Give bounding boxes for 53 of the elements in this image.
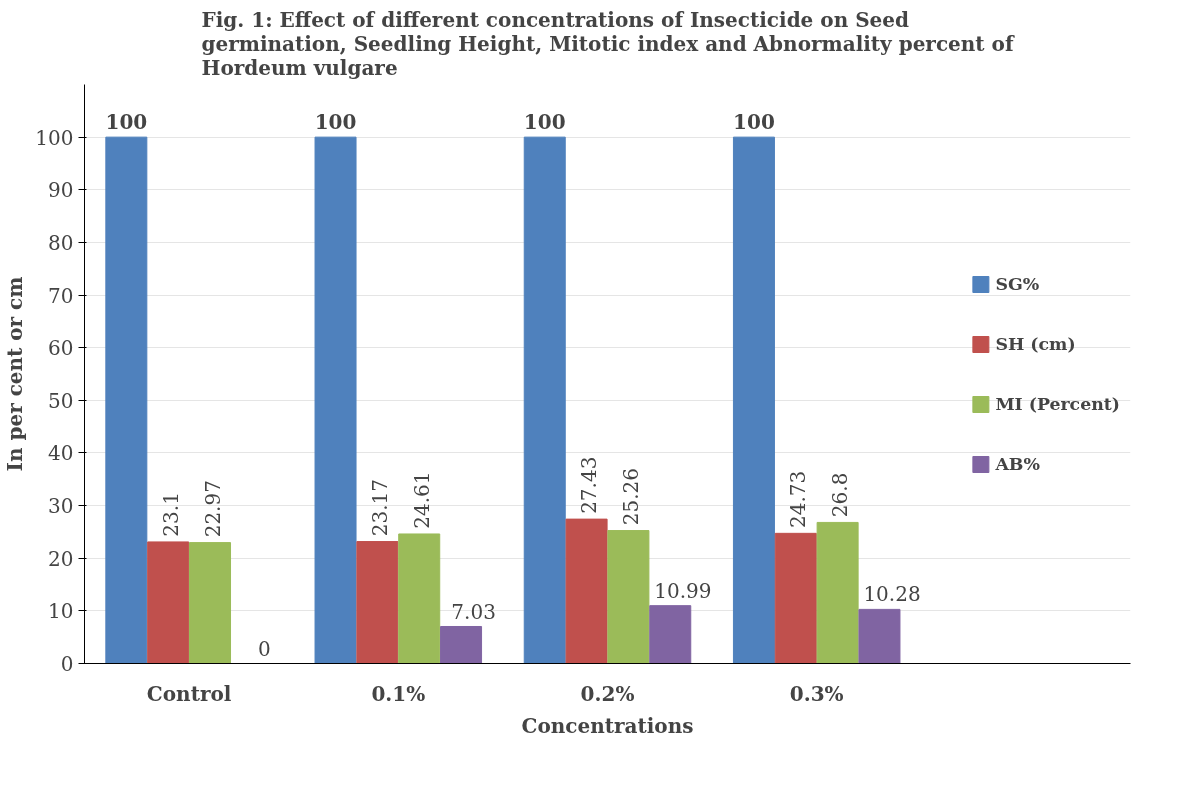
bar bbox=[398, 533, 441, 664]
data-label: 0 bbox=[258, 636, 271, 661]
x-tick-label: 0.1% bbox=[371, 681, 426, 706]
bar bbox=[858, 608, 901, 664]
data-label: 10.99 bbox=[654, 578, 712, 603]
legend-label: SH (cm) bbox=[995, 333, 1076, 354]
bar bbox=[147, 541, 190, 664]
bar bbox=[649, 605, 692, 664]
legend-label: MI (Percent) bbox=[995, 393, 1120, 414]
data-label: 23.1 bbox=[158, 492, 183, 537]
chart-title: Fig. 1: Effect of different concentrations of Insecticide on Seed germination, Seedling Height, Mitotic index and Abnormality percent of Hordeum vulgare bbox=[201, 7, 1015, 80]
bar bbox=[565, 518, 608, 664]
y-axis-title: In per cent or cm bbox=[3, 276, 28, 472]
y-tick-label: 100 bbox=[35, 125, 74, 150]
y-tick-label: 20 bbox=[48, 546, 74, 571]
x-tick-label: 0.2% bbox=[580, 681, 635, 706]
y-tick-label: 80 bbox=[48, 230, 74, 255]
bar bbox=[105, 136, 148, 664]
data-label: 7.03 bbox=[451, 599, 496, 624]
legend-label: AB% bbox=[995, 453, 1040, 474]
x-tick-label: 0.3% bbox=[789, 681, 844, 706]
bar bbox=[732, 136, 775, 664]
bar bbox=[314, 136, 357, 664]
bar bbox=[774, 532, 817, 664]
data-label: 23.17 bbox=[367, 479, 392, 537]
data-label: 10.28 bbox=[863, 582, 921, 607]
y-tick-label: 0 bbox=[60, 652, 74, 676]
data-label: 100 bbox=[314, 110, 357, 135]
bar bbox=[607, 530, 650, 664]
legend-label: SG% bbox=[995, 273, 1040, 294]
y-tick-label: 90 bbox=[48, 178, 74, 203]
y-tick-label: 70 bbox=[48, 283, 74, 308]
bar bbox=[356, 541, 399, 664]
x-tick-label: Control bbox=[146, 681, 232, 706]
data-label: 100 bbox=[523, 110, 566, 135]
data-label: 100 bbox=[105, 110, 148, 135]
data-label: 24.73 bbox=[786, 470, 811, 529]
data-label: 100 bbox=[733, 110, 775, 135]
bar bbox=[523, 136, 566, 664]
data-label: 22.97 bbox=[200, 480, 225, 538]
data-label: 26.8 bbox=[828, 472, 853, 518]
y-tick-label: 50 bbox=[48, 388, 74, 413]
bar bbox=[816, 521, 859, 664]
data-label: 27.43 bbox=[577, 456, 602, 514]
bar bbox=[189, 542, 232, 664]
y-tick-label: 30 bbox=[48, 494, 74, 519]
data-label: 24.61 bbox=[409, 471, 434, 529]
y-tick-label: 40 bbox=[48, 441, 74, 466]
bar bbox=[440, 626, 483, 664]
x-axis-title: Concentrations bbox=[521, 713, 694, 738]
y-tick-label: 60 bbox=[48, 336, 74, 361]
y-tick-label: 10 bbox=[48, 599, 74, 624]
data-label: 25.26 bbox=[619, 468, 644, 526]
